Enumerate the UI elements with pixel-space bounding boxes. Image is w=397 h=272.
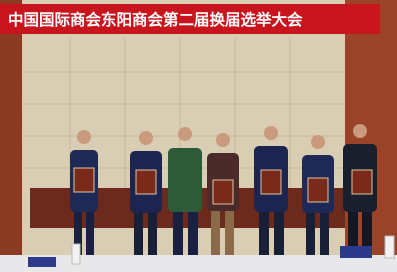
photo: 中国国际商会东阳商会第二届换届选举大会 — [0, 0, 397, 272]
water-bottle — [72, 244, 80, 264]
water-bottle — [385, 236, 394, 258]
banner-title: 中国国际商会东阳商会第二届换届选举大会 — [8, 10, 303, 29]
name-card — [28, 257, 56, 267]
left-panel — [0, 0, 22, 272]
front-table — [0, 255, 397, 272]
name-card — [340, 246, 372, 258]
